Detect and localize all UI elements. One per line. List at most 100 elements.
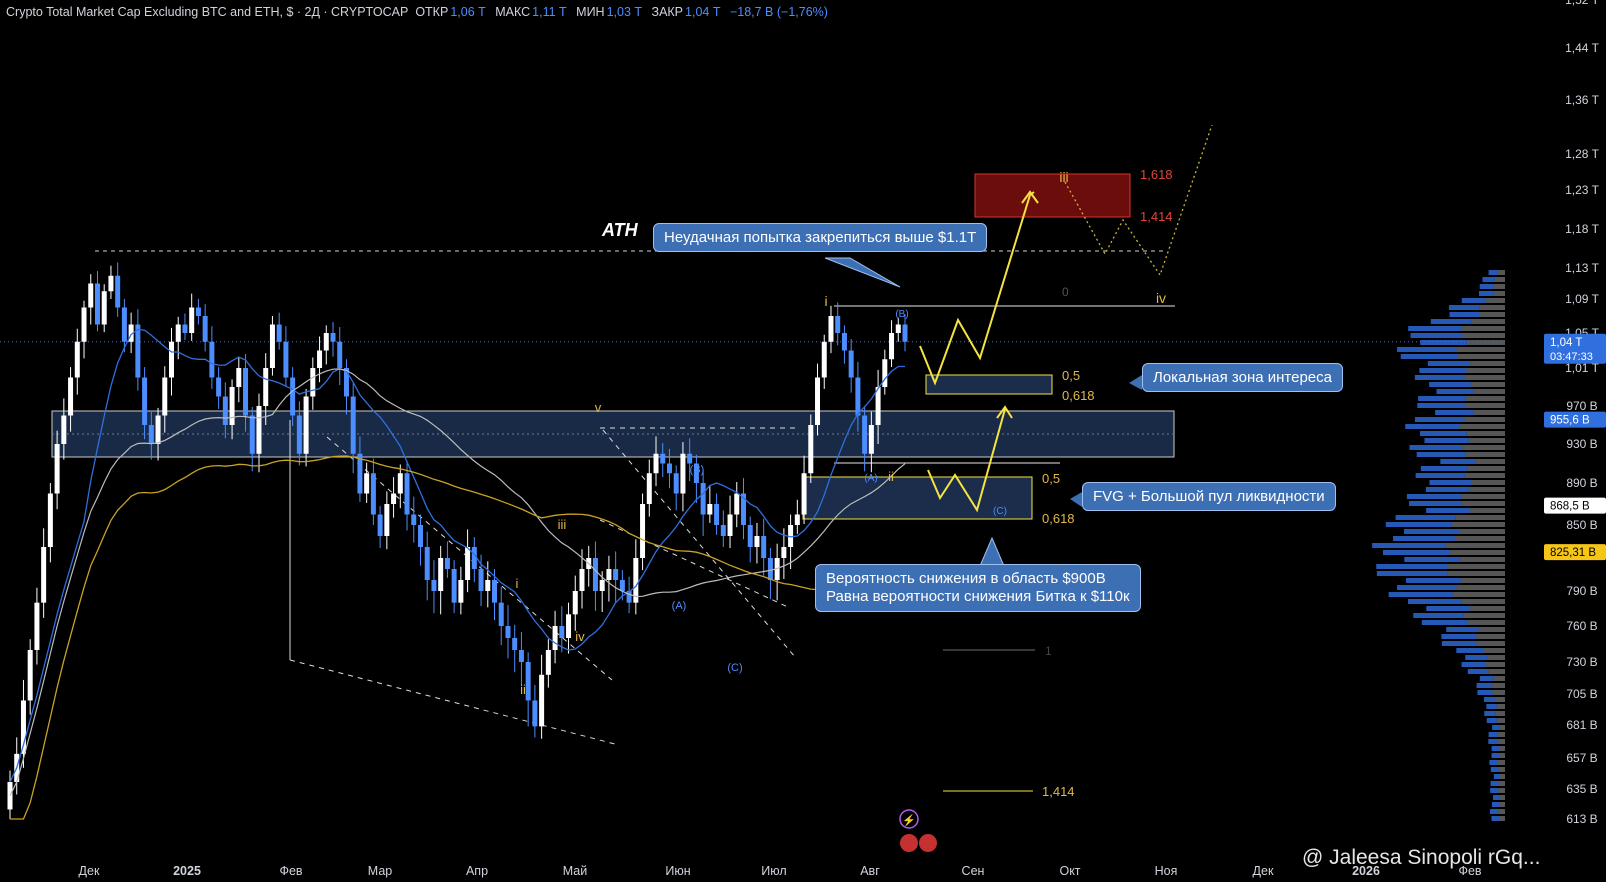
price-tick-label: 970 B [1566,399,1597,413]
candle-body [337,341,343,368]
candle-body [222,396,228,425]
volume-bar-gray [1498,809,1505,814]
volume-bar-blue [1372,543,1446,548]
volume-bar-blue [1409,445,1463,450]
volume-bar-blue [1477,690,1493,695]
candle-body [740,493,746,525]
change-value: −18,7 B (−1,76%) [729,5,828,19]
candle-body [243,368,249,416]
local-interest-zone [925,374,1053,395]
volume-bar-blue [1491,753,1499,758]
ma-short-line [9,328,905,783]
time-tick-label: Окт [1059,864,1080,878]
wave-iii-projection-label: iii [1059,169,1068,185]
volume-bar-gray [1459,557,1505,562]
volume-bar-gray [1456,347,1505,352]
volume-bar-blue [1440,459,1476,464]
time-tick-label: Апр [466,864,488,878]
candle-body [619,580,625,591]
volume-bar-blue [1492,795,1500,800]
volume-bar-gray [1494,277,1505,282]
volume-bar-gray [1499,802,1505,807]
candle-body [646,473,652,504]
volume-bar-gray [1447,571,1505,576]
callout-probability[interactable]: Вероятность снижения в область $900B Рав… [815,564,1141,612]
callout-failed-attempt[interactable]: Неудачная попытка закрепиться выше $1.1T [653,223,988,252]
time-axis: Дек 2025 Фев Мар Апр Май Июн Июл Авг Сен Окт Ноя Дек… [79,864,1482,878]
candle-body [532,700,538,727]
candle-body [559,626,565,638]
price-tick-label: 790 B [1566,584,1597,598]
volume-bar-gray [1464,417,1505,422]
volume-bar-blue [1461,298,1486,303]
target-1618-label: 1,618 [1140,167,1173,182]
volume-bar-blue [1436,389,1475,394]
volume-bar-blue [1435,410,1474,415]
projection-future-path [1064,124,1213,277]
volume-bar-gray [1499,774,1505,779]
time-tick-label: Июл [761,864,786,878]
candle-body [249,415,255,454]
candle-body [458,580,464,603]
callout-local-zone[interactable]: Локальная зона интереса [1142,363,1343,392]
candle-body [189,307,195,333]
volume-bar-blue [1491,816,1499,821]
volume-bar-blue [1408,326,1462,331]
candle-body [444,558,450,569]
volume-bar-gray [1487,655,1505,660]
volume-bar-gray [1445,543,1505,548]
volume-bar-gray [1467,466,1505,471]
volume-bar-gray [1493,284,1505,289]
candle-body [128,324,134,342]
fib-05-lower-label: 0,5 [1042,471,1060,486]
volume-bar-blue [1385,522,1452,527]
candle-body [236,368,242,387]
candle-body [868,425,874,454]
candle-body [592,558,598,591]
candle-body [34,602,40,650]
volume-bar-gray [1461,599,1505,604]
candle-body [317,350,323,368]
candle-body [384,504,390,536]
candle-body [182,324,188,333]
candle-body [478,569,484,591]
fib-0618-upper-label: 0,618 [1062,388,1095,403]
candle-body [438,558,444,591]
candle-body [269,324,275,368]
low-label: МИН [576,5,605,19]
volume-bar-blue [1393,536,1455,541]
volume-bar-blue [1482,277,1495,282]
volume-bar-gray [1447,564,1505,569]
volume-bar-gray [1475,459,1505,464]
price-tag-bg [1544,544,1606,561]
candle-body [115,275,121,308]
candle-body [539,674,545,727]
wave-iv-projection-label: iv [1156,290,1166,306]
candle-body [162,377,168,416]
volume-bar-gray [1471,319,1505,324]
candle-body [94,283,100,325]
wave-b-label: (B) [690,464,705,476]
wave-v-label: v [595,400,602,415]
volume-bar-gray [1496,718,1505,723]
price-tag-timer: 03:47:33 [1550,351,1593,363]
time-tick-label: Май [563,864,588,878]
volume-bar-blue [1414,375,1465,380]
candle-body [417,525,423,547]
time-tick-label: Фев [1458,864,1481,878]
volume-bar-blue [1491,746,1499,751]
volume-bar-gray [1465,403,1505,408]
candle-body [256,406,262,454]
candle-body [767,558,773,580]
callout-fvg[interactable]: FVG + Большой пул ликвидности [1082,482,1336,511]
volume-bar-blue [1416,452,1466,457]
projection-lower-path [927,408,1006,513]
candle-body [54,444,60,494]
volume-bar-gray [1498,767,1505,772]
candle-body [404,473,410,515]
volume-bar-blue [1483,697,1496,702]
fib-1414-low-label: 1,414 [1042,784,1075,799]
volume-bar-gray [1469,508,1505,513]
candle-body [680,453,686,494]
